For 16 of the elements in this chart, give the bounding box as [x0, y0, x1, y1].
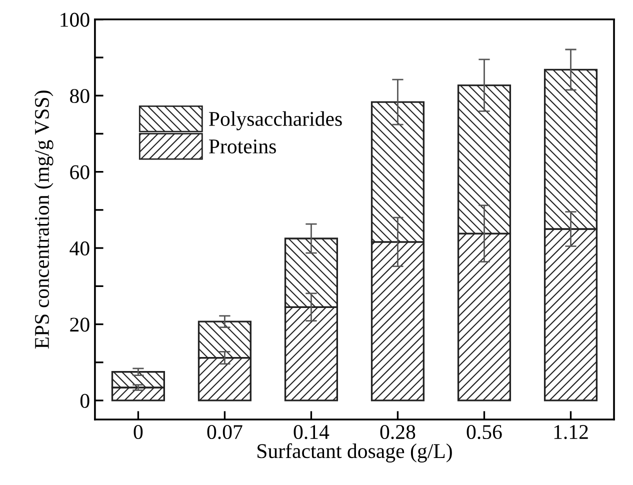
y-tick-label: 60 — [70, 165, 90, 180]
x-tick-label: 0.07 — [207, 424, 242, 440]
y-tick-label: 20 — [70, 318, 90, 332]
legend-label: Proteins — [209, 139, 276, 154]
x-tick-label: 1.12 — [554, 425, 588, 440]
x-tick-label: 0.28 — [380, 424, 416, 440]
y-tick-label: 0 — [80, 394, 90, 408]
y-axis-title: EPS concentration (mg/g VSS) — [34, 90, 54, 349]
x-tick-label: 0.14 — [294, 424, 330, 440]
x-tick-label: 0.56 — [466, 424, 502, 440]
y-tick-label: 80 — [70, 88, 90, 104]
x-tick-label: 0 — [134, 424, 143, 440]
y-tick-label: 100 — [60, 12, 90, 27]
y-tick-label: 40 — [70, 241, 90, 256]
x-axis-title: Surfactant dosage (g/L) — [258, 443, 452, 462]
legend-label: Polysaccharides — [209, 111, 342, 130]
